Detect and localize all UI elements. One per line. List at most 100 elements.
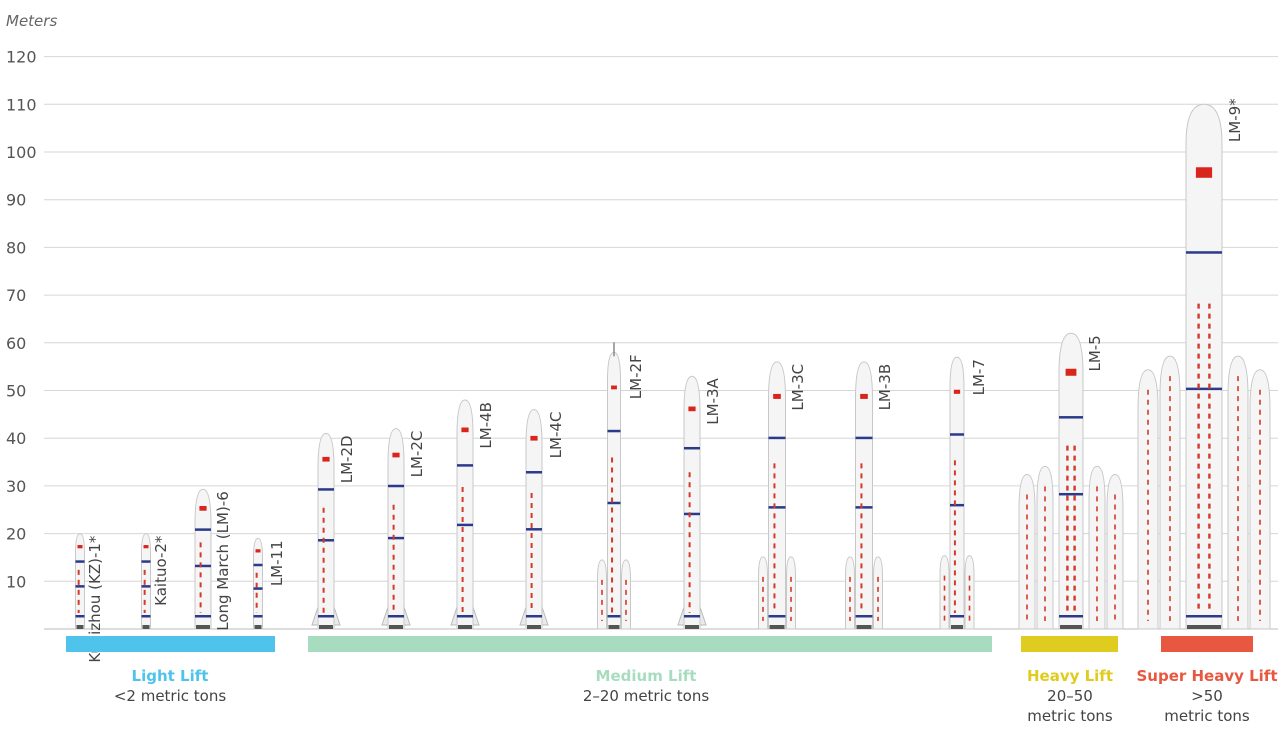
engine-nozzle — [608, 625, 620, 629]
rocket — [1018, 332, 1124, 630]
y-tick-label: 20 — [6, 525, 26, 544]
rocket — [311, 432, 341, 630]
rocket-body — [75, 533, 85, 630]
engine-nozzle — [951, 625, 963, 629]
stage-band — [388, 615, 404, 618]
fin — [450, 606, 458, 626]
engine-nozzle — [319, 625, 333, 629]
rocket-body — [949, 356, 965, 630]
rocket-label: LM-11 — [268, 540, 286, 586]
fin — [472, 606, 480, 626]
rocket-label: Kaituo-2* — [152, 535, 170, 606]
stage-band — [950, 503, 964, 507]
engine-nozzle — [196, 625, 210, 629]
fin — [333, 606, 341, 626]
booster — [1159, 355, 1181, 630]
stage-band — [950, 615, 964, 618]
rocket-body — [768, 361, 786, 630]
flag — [611, 385, 617, 390]
rocket — [519, 409, 549, 630]
rocket-body — [194, 488, 212, 630]
engine-nozzle — [769, 625, 785, 629]
y-tick-label: 70 — [6, 286, 26, 305]
stage-band — [457, 464, 473, 467]
rocket-label: Kuaizhou (KZ)-1* — [86, 535, 104, 663]
y-tick-label: 110 — [6, 95, 37, 114]
stage-band — [253, 615, 263, 618]
rocket-label: LM-4C — [547, 412, 565, 459]
stage-band — [1186, 615, 1222, 618]
flag — [1065, 368, 1077, 376]
rocket-body — [387, 428, 405, 630]
booster — [1249, 369, 1271, 630]
rocket-label: LM-4B — [477, 402, 495, 449]
stage-band — [1186, 387, 1222, 391]
rocket — [939, 356, 975, 630]
stage-band — [526, 615, 542, 618]
stage-band — [75, 615, 85, 618]
y-axis-label: Meters — [6, 12, 57, 30]
stage-band — [253, 563, 263, 567]
rocket — [381, 428, 411, 630]
rocket-body — [855, 361, 873, 630]
y-tick-label: 120 — [6, 48, 37, 67]
fin — [403, 606, 411, 626]
flag — [530, 435, 538, 441]
category-subtitle: >50 — [1191, 687, 1223, 705]
flag — [392, 452, 400, 458]
engine-nozzle — [1060, 625, 1082, 629]
category-title: Medium Lift — [596, 667, 697, 685]
engine-nozzle — [142, 625, 150, 629]
booster — [1227, 355, 1249, 630]
stage-band — [1059, 416, 1083, 419]
stage-band — [950, 433, 964, 436]
y-tick-label: 10 — [6, 572, 26, 591]
category-title: Super Heavy Lift — [1136, 667, 1277, 685]
flag — [77, 545, 83, 549]
stage-band — [141, 615, 151, 618]
category-subtitle: <2 metric tons — [114, 687, 227, 705]
rocket — [253, 537, 263, 630]
category-subtitle: metric tons — [1027, 707, 1113, 725]
rocket-label: Long March (LM)-6 — [214, 491, 232, 631]
rocket-label: LM-3C — [789, 364, 807, 411]
rocket-body — [525, 409, 543, 630]
category-title: Light Lift — [132, 667, 209, 685]
fin — [381, 606, 389, 626]
rocket-body — [683, 375, 701, 630]
flag — [461, 427, 469, 433]
y-tick-labels: 10 20 30 40 50 60 70 80 90 100 110 120 — [6, 48, 37, 592]
stage-band — [768, 615, 786, 618]
category-subtitle: 20–50 — [1047, 687, 1093, 705]
rocket — [677, 375, 707, 630]
rocket-body — [1185, 103, 1223, 630]
categories: Light Lift <2 metric tons Medium Lift 2–20 … — [66, 636, 1278, 725]
flag — [322, 456, 330, 462]
flag — [199, 506, 207, 511]
flag — [688, 406, 696, 412]
y-tick-label: 90 — [6, 191, 26, 210]
category-subtitle: metric tons — [1164, 707, 1250, 725]
stage-band — [855, 615, 873, 618]
engine-nozzle — [685, 625, 699, 629]
rocket-label: LM-3B — [876, 364, 894, 411]
stage-band — [388, 536, 404, 540]
rocket — [1137, 103, 1271, 630]
rocket-label: LM-2D — [338, 435, 356, 483]
engine-nozzle — [527, 625, 541, 629]
rocket-body — [607, 351, 621, 630]
y-tick-label: 100 — [6, 143, 37, 162]
fin — [519, 606, 527, 626]
booster — [845, 556, 855, 630]
booster — [964, 555, 975, 630]
rocket-label: LM-2F — [627, 354, 645, 399]
stage-band — [855, 436, 873, 440]
stage-band — [195, 615, 211, 618]
stage-band — [607, 615, 621, 618]
stage-band — [1059, 492, 1083, 496]
stage-band — [318, 488, 334, 491]
stage-band — [457, 523, 473, 527]
rocket-labels: Kuaizhou (KZ)-1* Kaituo-2* Long March (LM)… — [86, 98, 1244, 663]
stage-band — [855, 506, 873, 509]
